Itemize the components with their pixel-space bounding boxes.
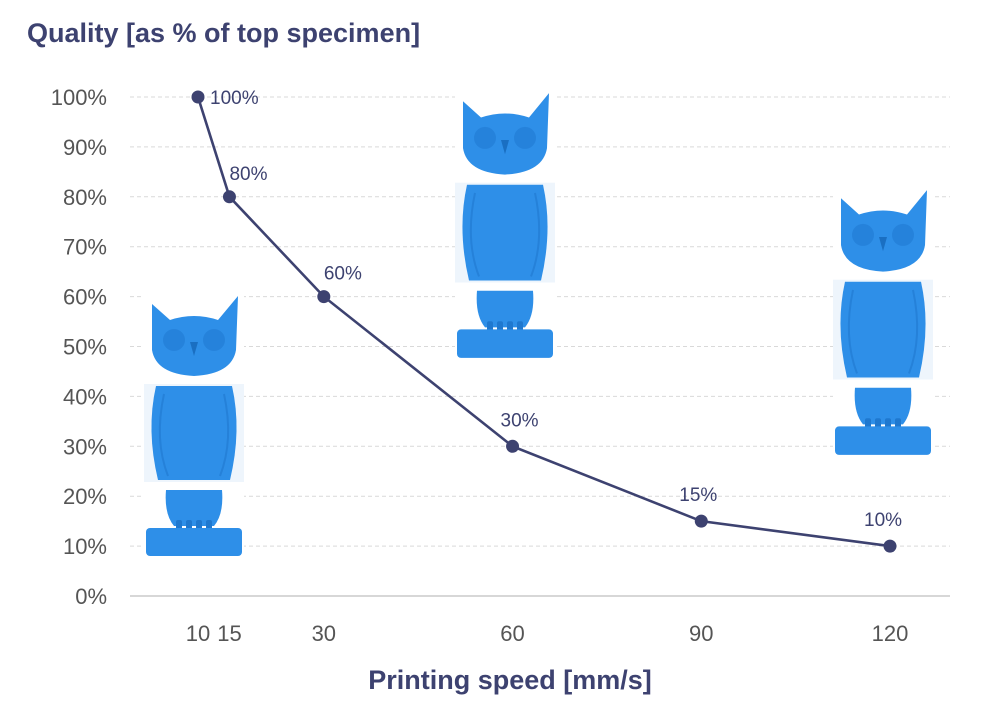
y-tick-label: 70% — [63, 235, 107, 260]
y-tick-label: 20% — [63, 484, 107, 509]
quality-series: 100% 80% 60% 30% 15% 10% — [191, 88, 902, 553]
data-point — [883, 539, 897, 553]
owl-specimen-fast — [833, 184, 933, 459]
x-axis-ticks: 10 15 30 60 90 120 — [186, 621, 909, 646]
data-point — [317, 290, 331, 304]
data-label: 100% — [210, 88, 259, 109]
x-tick-label: 15 — [217, 621, 241, 646]
y-tick-label: 60% — [63, 285, 107, 310]
y-tick-label: 80% — [63, 185, 107, 210]
data-label: 15% — [679, 485, 717, 506]
x-tick-label: 120 — [872, 621, 909, 646]
y-tick-label: 40% — [63, 384, 107, 409]
x-axis-label: Printing speed [mm/s] — [368, 665, 652, 695]
y-tick-label: 90% — [63, 135, 107, 160]
owl-specimen-medium — [455, 87, 555, 362]
y-tick-label: 100% — [51, 85, 107, 110]
data-point — [222, 190, 236, 204]
data-point — [191, 90, 205, 104]
data-label: 60% — [324, 264, 362, 285]
data-point — [694, 514, 708, 528]
data-label: 30% — [501, 410, 539, 431]
owl-specimen-slow — [144, 290, 244, 560]
x-tick-label: 90 — [689, 621, 713, 646]
x-tick-label: 30 — [312, 621, 336, 646]
y-tick-label: 0% — [75, 584, 107, 609]
data-label: 10% — [864, 510, 902, 531]
series-line — [196, 96, 891, 548]
data-label: 80% — [229, 164, 267, 185]
y-tick-label: 30% — [63, 434, 107, 459]
specimen-images — [144, 87, 933, 560]
data-point — [506, 439, 520, 453]
x-tick-label: 60 — [500, 621, 524, 646]
x-tick-label: 10 — [186, 621, 210, 646]
y-tick-label: 10% — [63, 534, 107, 559]
chart-title: Quality [as % of top specimen] — [27, 18, 420, 48]
y-tick-label: 50% — [63, 335, 107, 360]
y-axis-ticks: 0% 10% 20% 30% 40% 50% 60% 70% 80% 90% 100% — [51, 85, 107, 609]
